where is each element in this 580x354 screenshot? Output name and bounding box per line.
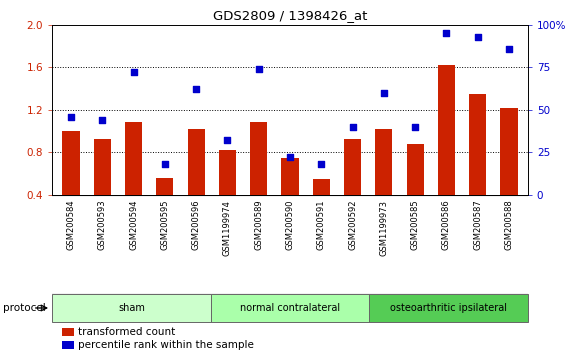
Bar bbox=[250, 122, 267, 237]
Point bbox=[411, 124, 420, 130]
Text: normal contralateral: normal contralateral bbox=[240, 303, 340, 313]
Bar bbox=[219, 150, 236, 237]
Text: GSM200591: GSM200591 bbox=[317, 200, 326, 250]
Text: sham: sham bbox=[118, 303, 145, 313]
FancyBboxPatch shape bbox=[52, 294, 211, 322]
Text: GSM200594: GSM200594 bbox=[129, 200, 138, 250]
Bar bbox=[501, 108, 517, 237]
Bar bbox=[61, 327, 74, 336]
Text: percentile rank within the sample: percentile rank within the sample bbox=[78, 340, 254, 350]
Point bbox=[442, 30, 451, 36]
Bar bbox=[313, 179, 330, 237]
FancyBboxPatch shape bbox=[369, 294, 528, 322]
Point bbox=[129, 69, 138, 75]
Point bbox=[505, 46, 514, 51]
Bar bbox=[438, 65, 455, 237]
Text: GSM200590: GSM200590 bbox=[285, 200, 295, 250]
Text: GDS2809 / 1398426_at: GDS2809 / 1398426_at bbox=[213, 9, 367, 22]
Text: GSM1199974: GSM1199974 bbox=[223, 200, 232, 256]
Bar bbox=[407, 144, 424, 237]
Point bbox=[223, 137, 232, 143]
Point bbox=[285, 154, 295, 160]
FancyBboxPatch shape bbox=[211, 294, 369, 322]
Point bbox=[160, 161, 169, 167]
Point bbox=[97, 117, 107, 123]
Text: GSM200589: GSM200589 bbox=[254, 200, 263, 250]
Point bbox=[317, 161, 326, 167]
Text: transformed count: transformed count bbox=[78, 327, 176, 337]
Text: GSM1199973: GSM1199973 bbox=[379, 200, 389, 256]
Bar bbox=[344, 139, 361, 237]
Point bbox=[473, 34, 483, 40]
Bar bbox=[281, 158, 299, 237]
Text: GSM200588: GSM200588 bbox=[505, 200, 513, 250]
Bar bbox=[63, 131, 79, 237]
Bar bbox=[156, 178, 173, 237]
Point bbox=[191, 86, 201, 92]
Point bbox=[254, 66, 263, 72]
Text: GSM200593: GSM200593 bbox=[98, 200, 107, 250]
Text: osteoarthritic ipsilateral: osteoarthritic ipsilateral bbox=[390, 303, 507, 313]
Text: GSM200592: GSM200592 bbox=[348, 200, 357, 250]
Bar bbox=[125, 122, 142, 237]
Text: GSM200587: GSM200587 bbox=[473, 200, 482, 250]
Text: GSM200585: GSM200585 bbox=[411, 200, 420, 250]
Point bbox=[348, 124, 357, 130]
Text: GSM200595: GSM200595 bbox=[160, 200, 169, 250]
Bar bbox=[187, 129, 205, 237]
Bar bbox=[61, 341, 74, 349]
Text: GSM200596: GSM200596 bbox=[191, 200, 201, 250]
Text: GSM200584: GSM200584 bbox=[67, 200, 75, 250]
Point bbox=[66, 114, 75, 119]
Bar bbox=[375, 129, 393, 237]
Point bbox=[379, 90, 389, 96]
Text: GSM200586: GSM200586 bbox=[442, 200, 451, 250]
Bar bbox=[469, 94, 487, 237]
Bar bbox=[93, 139, 111, 237]
Text: protocol: protocol bbox=[3, 303, 46, 313]
